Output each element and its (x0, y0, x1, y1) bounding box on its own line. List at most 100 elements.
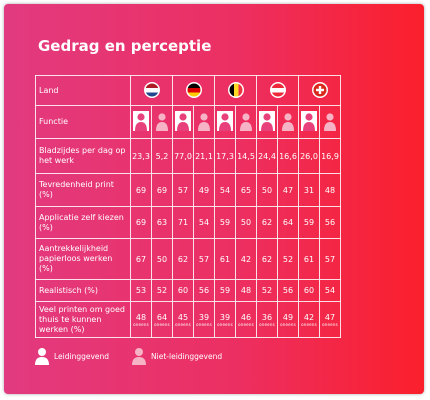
value: 14,5 (237, 151, 255, 161)
value: 47 (282, 185, 294, 195)
value-cell: 59 (214, 206, 236, 239)
value-cell: 59 (214, 279, 236, 302)
value-cell: 50 (151, 238, 173, 280)
flag-cell (130, 75, 173, 106)
value-sublabel: oneens (280, 321, 296, 327)
value-cell: 56 (193, 279, 215, 302)
value: 61 (219, 254, 231, 264)
value-cell: 69 (130, 173, 152, 207)
data-row: Realistisch (%) 53 52 60 56 59 48 52 56 60 54 (35, 279, 341, 302)
value-sublabel: oneens (322, 321, 338, 327)
icon-cell (235, 105, 257, 139)
value-cell: 49 (193, 173, 215, 207)
value-cell: 48 (235, 279, 257, 302)
data-row: Bladzijdes per dag op het werk 23,3 5,2 77,… (35, 138, 341, 174)
value: 69 (156, 185, 168, 195)
value-cell: 45 oneens (172, 301, 194, 338)
row-label: Bladzijdes per dag op het werk (35, 138, 131, 174)
value: 49 (282, 312, 294, 322)
value-cell: 57 (319, 238, 341, 280)
value-cell: 26,0 (298, 138, 320, 174)
value: 56 (282, 286, 294, 295)
value-sublabel: oneens (238, 321, 254, 327)
value-cell: 42 oneens (298, 301, 320, 338)
value: 24,4 (258, 151, 276, 161)
value-cell: 46 oneens (235, 301, 257, 338)
card: Gedrag en perceptie Land Functie Bladzijde… (4, 4, 424, 394)
legend-label: Leidinggevend (54, 351, 110, 361)
person-icon (282, 113, 294, 131)
value-cell: 56 (319, 206, 341, 239)
value: 59 (303, 218, 315, 227)
value: 64 (282, 218, 294, 227)
value-cell: 52 (151, 279, 173, 302)
value-cell: 39 oneens (214, 301, 236, 338)
row-label: Aantrekkelijkheid papierloos werken (%) (35, 238, 131, 280)
value-sublabel: oneens (259, 321, 275, 327)
person-icon (217, 111, 233, 131)
value-sublabel: oneens (301, 321, 317, 327)
value: 65 (240, 185, 252, 195)
flag (185, 81, 202, 98)
value: 49 (198, 185, 210, 195)
row-label: Applicatie zelf kiezen (%) (35, 206, 131, 239)
value: 53 (135, 286, 147, 295)
value: 21,1 (195, 151, 213, 161)
value: 60 (177, 286, 189, 295)
value: 57 (324, 254, 336, 264)
value-cell: 57 (172, 173, 194, 207)
value: 42 (240, 254, 252, 264)
value-cell: 49 oneens (277, 301, 299, 338)
value: 62 (177, 254, 189, 264)
value: 54 (219, 185, 231, 195)
flag-cell (172, 75, 215, 106)
data-row: Applicatie zelf kiezen (%) 69 63 71 54 59 50 62… (35, 206, 341, 239)
value-cell: 62 (256, 206, 278, 239)
icon-cell (151, 105, 173, 139)
person-icon (324, 113, 336, 131)
function-row: Functie (35, 105, 341, 139)
value: 16,9 (321, 151, 339, 161)
value: 52 (156, 286, 168, 295)
value-cell: 60 (172, 279, 194, 302)
value-cell: 60 (298, 279, 320, 302)
value: 39 (198, 312, 210, 322)
value-cell: 64 oneens (151, 301, 173, 338)
value: 52 (282, 254, 294, 264)
value-cell: 69 (130, 206, 152, 239)
value-sublabel: oneens (154, 321, 170, 327)
value: 57 (177, 185, 189, 195)
value-cell: 61 (298, 238, 320, 280)
row-label: Tevredenheid print (%) (35, 173, 131, 207)
flag (311, 81, 328, 98)
value-cell: 77,0 (172, 138, 194, 174)
value-sublabel: oneens (196, 321, 212, 327)
person-icon (198, 113, 210, 131)
row-label: Veel printen om goed thuis te kunnen wer… (35, 301, 131, 338)
value-sublabel: oneens (217, 321, 233, 327)
data-row: Tevredenheid print (%) 69 69 57 49 54 65 50 47 31… (35, 173, 341, 207)
value: 47 (324, 312, 336, 322)
value: 56 (198, 286, 210, 295)
value-cell: 67 (130, 238, 152, 280)
flag (227, 81, 244, 98)
value: 69 (135, 185, 147, 195)
value-cell: 24,4 (256, 138, 278, 174)
value-cell: 50 (256, 173, 278, 207)
title: Gedrag en perceptie (38, 37, 212, 55)
value-cell: 47 oneens (319, 301, 341, 338)
value-cell: 47 (277, 173, 299, 207)
value-cell: 54 (319, 279, 341, 302)
value-cell: 57 (193, 238, 215, 280)
value: 54 (198, 218, 210, 227)
value: 42 (303, 312, 315, 322)
table: Land Functie Bladzijdes per dag op het wer… (35, 75, 341, 338)
value: 59 (219, 218, 231, 227)
data-row: Veel printen om goed thuis te kunnen wer… (35, 301, 341, 338)
icon-cell (256, 105, 278, 139)
value: 31 (303, 185, 315, 195)
value-cell: 54 (193, 206, 215, 239)
value-cell: 17,3 (214, 138, 236, 174)
value: 5,2 (155, 151, 169, 161)
person-icon (301, 111, 317, 131)
